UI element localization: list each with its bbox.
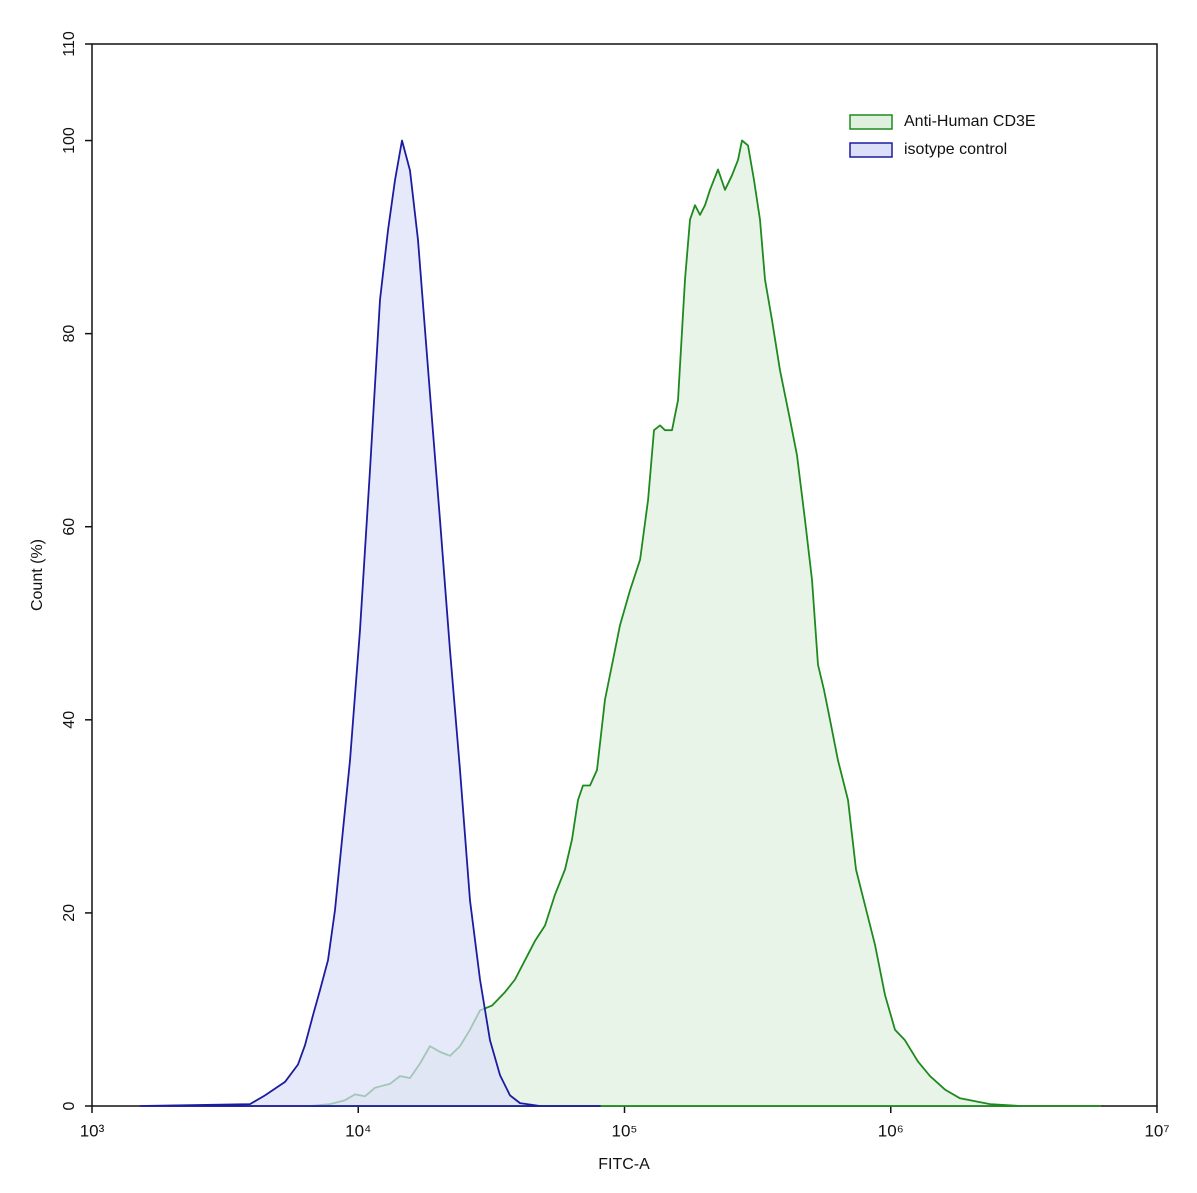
y-tick-label: 60: [61, 518, 78, 536]
x-tick-label: 10⁷: [1144, 1121, 1169, 1140]
y-tick-label: 80: [61, 325, 78, 343]
legend-label: isotype control: [904, 141, 1007, 158]
x-tick-label: 10⁵: [612, 1121, 638, 1140]
area: [139, 139, 601, 1107]
y-tick-label: 0: [61, 1101, 78, 1110]
y-tick-label: 110: [61, 31, 78, 57]
y-tick-label: 40: [61, 711, 78, 729]
x-tick-label: 10⁴: [345, 1121, 371, 1140]
x-tick-label: 10³: [80, 1121, 105, 1140]
x-tick-label: 10⁶: [878, 1121, 904, 1140]
y-tick-label: 100: [61, 127, 78, 154]
x-axis-label: FITC-A: [598, 1156, 650, 1173]
legend-label: Anti-Human CD3E: [904, 113, 1036, 130]
legend-swatch: [849, 114, 893, 130]
y-axis-label: Count (%): [29, 539, 46, 611]
legend-swatch: [849, 142, 893, 158]
y-tick-label: 20: [61, 904, 78, 922]
